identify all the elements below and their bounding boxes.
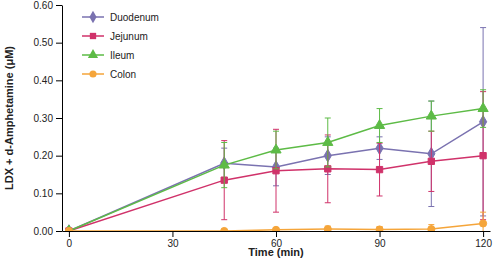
series [64,90,488,231]
y-axis-title: LDX + d-Amphetamine (μM) [3,46,15,190]
x-tick-mark [380,231,381,237]
x-tick-label: 30 [167,238,179,249]
y-tick-mark [56,5,62,6]
y-tick-mark [56,118,62,119]
marker [324,226,331,231]
y-tick-mark [56,231,62,232]
series-line [69,122,483,231]
plot: 03060901200.000.100.200.300.400.500.60Du… [34,0,493,249]
marker [428,158,434,164]
y-tick-mark [56,43,62,44]
x-tick: 0 [67,231,73,249]
y-tick: 0.20 [34,150,62,161]
series [66,92,487,231]
y-tick-mark [56,80,62,81]
y-axis-line [62,6,63,232]
marker [66,228,72,231]
error-bar [273,129,279,212]
error-bar [377,143,383,196]
legend-marker [88,49,98,58]
marker [221,227,228,231]
x-tick: 120 [475,231,492,249]
legend-item: Jejunum [82,31,148,42]
y-tick-mark [56,193,62,194]
error-bar [428,225,434,231]
marker [428,226,435,231]
y-axis: 0.00 0.10 0.20 0.30 0.40 0.50 0.60 [34,0,63,237]
series-line [69,109,483,231]
x-tick-label: 0 [67,238,73,249]
marker [426,110,436,119]
x-tick-label: 90 [374,238,386,249]
series [65,28,486,231]
x-tick: 90 [374,231,386,249]
y-tick: 0.50 [34,37,62,48]
x-tick-mark [69,231,70,237]
marker [480,153,486,159]
y-tick: 0.10 [34,188,62,199]
error-bar [221,141,227,220]
y-tick-label: 0.10 [34,188,54,199]
y-tick: 0.60 [34,0,62,11]
legend-label: Jejunum [110,31,148,42]
y-tick: 0.30 [34,113,62,124]
series [65,212,486,231]
legend-marker [89,70,96,77]
y-tick-label: 0.60 [34,0,54,11]
chart: 03060901200.000.100.200.300.400.500.60Du… [0,0,500,259]
error-bar [325,226,331,231]
error-bar [377,226,383,231]
legend-label: Colon [110,69,136,80]
marker [376,226,383,231]
legend-item: Colon [82,69,136,80]
legend-label: Ileum [110,50,134,61]
x-tick: 30 [167,231,179,249]
marker [219,159,229,168]
y-tick-label: 0.30 [34,113,54,124]
x-tick-mark [483,231,484,237]
x-tick-mark [172,231,173,237]
marker [271,144,281,153]
marker [374,120,384,129]
legend-label: Duodenum [110,12,159,23]
y-tick-label: 0.20 [34,150,54,161]
marker [65,227,72,231]
marker [64,225,74,231]
y-tick: 0.00 [34,226,62,237]
legend-marker [90,33,96,39]
error-bar [480,212,486,231]
y-tick-mark [56,156,62,157]
marker [376,166,382,172]
marker [478,103,488,112]
legend-marker [89,11,96,23]
x-tick-mark [276,231,277,237]
marker [480,220,487,227]
y-tick-label: 0.00 [34,226,54,237]
y-tick: 0.40 [34,75,62,86]
x-axis-title: Time (min) [248,246,304,258]
legend-item: Ileum [82,49,134,60]
x-tick-label: 120 [475,238,492,249]
marker [323,137,333,146]
marker [272,226,279,231]
error-bar [428,131,434,191]
legend-item: Duodenum [82,11,159,23]
y-tick-label: 0.50 [34,37,54,48]
legend: Duodenum Jejunum Ileum Colon [82,11,159,80]
marks [64,28,488,231]
y-tick-label: 0.40 [34,75,54,86]
